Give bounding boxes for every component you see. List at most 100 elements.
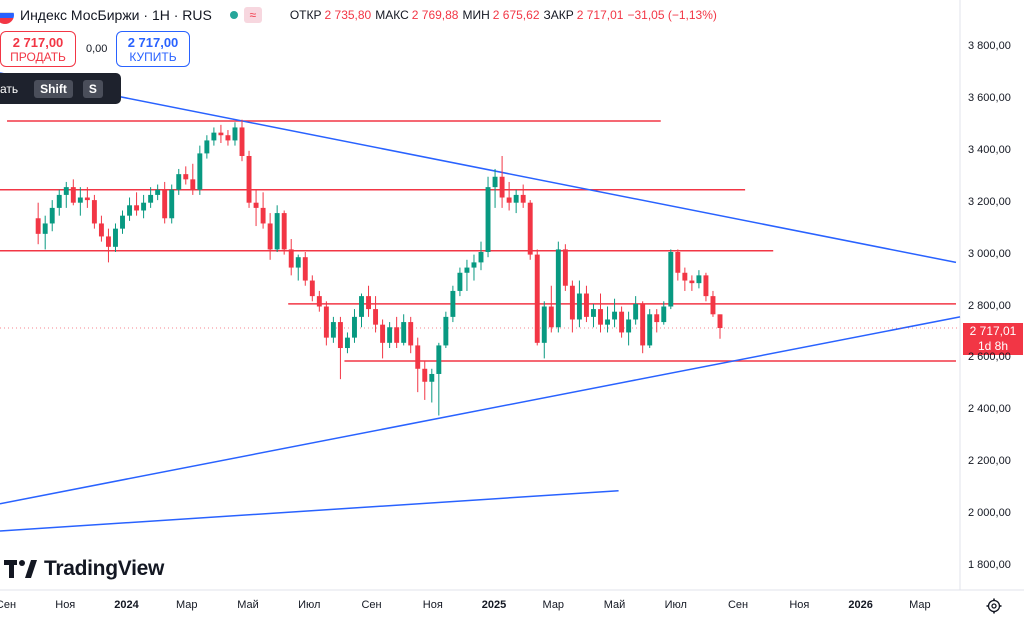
candle-body <box>302 257 308 281</box>
candle-body <box>56 194 62 208</box>
candle-body <box>42 223 48 234</box>
ohlc-label-high: МАКС <box>375 8 409 22</box>
candle-body <box>506 197 512 203</box>
last-price-label: 2 717,01 1d 8h <box>963 323 1023 355</box>
candle-body <box>169 189 175 219</box>
price-tick-label: 2 600,00 <box>968 351 1011 364</box>
candle-body <box>457 272 463 291</box>
candle-body <box>63 187 69 195</box>
candle-body <box>197 153 203 190</box>
sell-price: 2 717,00 <box>12 35 64 50</box>
candle-body <box>359 296 364 317</box>
trendline-0 <box>0 72 957 264</box>
candle-body <box>239 127 245 156</box>
candle-body <box>478 252 484 263</box>
candle-body <box>148 194 154 203</box>
ohlc-label-close: ЗАКР <box>543 8 574 22</box>
candle-body <box>450 290 456 317</box>
candle-body <box>640 303 646 346</box>
candle-body <box>77 197 83 203</box>
last-price-value: 2 717,01 <box>969 324 1017 338</box>
candle-body <box>675 252 681 273</box>
candle-body <box>113 228 118 247</box>
ohlc-value-open: 2 735,80 <box>324 8 372 22</box>
gear-icon[interactable] <box>986 598 1002 614</box>
spread-value: 0,00 <box>86 43 108 55</box>
sell-label: ПРОДАТЬ <box>10 50 66 64</box>
candle-body <box>647 314 653 346</box>
candle-body <box>443 316 449 346</box>
time-tick-label: Ноя <box>789 599 810 611</box>
candle-body <box>330 322 336 338</box>
candle-body <box>682 272 688 281</box>
candle-body <box>141 202 147 211</box>
time-tick-label: Ноя <box>422 599 443 611</box>
candle-body <box>492 176 498 188</box>
candle-body <box>598 309 603 325</box>
candle-body <box>394 327 400 343</box>
candle-body <box>668 252 674 307</box>
candle-body <box>134 205 140 211</box>
time-tick-label: Мар <box>176 599 198 611</box>
candle-body <box>162 189 168 219</box>
candle-body <box>703 275 709 297</box>
candle-body <box>612 311 618 320</box>
bar-countdown: 1d 8h <box>977 339 1009 353</box>
candle-body <box>218 132 224 136</box>
candle-body <box>352 316 357 338</box>
market-status-icon <box>229 11 238 19</box>
candle-body <box>520 194 526 203</box>
candle-body <box>274 213 280 250</box>
price-tick-label: 3 400,00 <box>968 143 1011 156</box>
shortcut-tooltip: ать Shift S <box>0 73 121 104</box>
candle-body <box>281 213 287 250</box>
candle-body <box>232 127 238 141</box>
time-tick-label: Май <box>237 599 259 611</box>
candle-body <box>337 322 343 349</box>
buy-button[interactable]: 2 717,00 КУПИТЬ <box>116 31 190 67</box>
candle-body <box>562 249 568 286</box>
price-tick-label: 2 400,00 <box>968 403 1011 416</box>
candle-body <box>70 187 76 203</box>
time-tick-label: Сен <box>361 599 382 611</box>
s-key: S <box>82 79 103 98</box>
logo-text: TradingView <box>44 557 165 580</box>
buy-label: КУПИТЬ <box>129 50 177 64</box>
time-tick-label: Мар <box>909 599 931 611</box>
candle-body <box>569 285 575 320</box>
wave-icon[interactable]: ≈ <box>243 7 262 23</box>
time-tick-label: Июл <box>298 599 321 611</box>
symbol-title[interactable]: Индекс МосБиржи · 1Н · RUS <box>20 7 212 23</box>
price-tick-label: 3 000,00 <box>968 247 1011 260</box>
candle-body <box>225 135 231 141</box>
candle-body <box>387 327 393 343</box>
price-tick-label: 3 600,00 <box>968 91 1011 104</box>
candle-body <box>464 267 470 273</box>
price-tick-label: 2 200,00 <box>968 455 1011 468</box>
candle-body <box>717 314 723 329</box>
candle-body <box>429 373 435 382</box>
sell-button[interactable]: 2 717,00 ПРОДАТЬ <box>0 31 76 67</box>
candle-body <box>415 345 421 369</box>
candle-body <box>366 296 371 310</box>
candle-body <box>710 296 716 315</box>
price-tick-label: 2 800,00 <box>968 299 1011 312</box>
ohlc-value-low: 2 675,62 <box>492 8 540 22</box>
candle-body <box>499 176 505 198</box>
candle-body <box>485 187 491 253</box>
candle-body <box>696 275 702 284</box>
time-tick-label: Май <box>603 599 626 611</box>
candle-body <box>260 207 266 224</box>
candle-body <box>288 249 294 268</box>
candle-body <box>626 319 632 333</box>
candle-body <box>211 132 217 141</box>
candle-body <box>127 205 132 216</box>
candle-body <box>619 311 625 333</box>
tradingview-logo[interactable]: TradingView <box>4 557 164 581</box>
price-tick-label: 2 000,00 <box>968 507 1011 520</box>
time-tick-label: Сен <box>0 599 17 611</box>
candle-body <box>373 309 379 325</box>
price-tick-label: 1 800,00 <box>968 559 1011 571</box>
candle-body <box>401 322 407 343</box>
